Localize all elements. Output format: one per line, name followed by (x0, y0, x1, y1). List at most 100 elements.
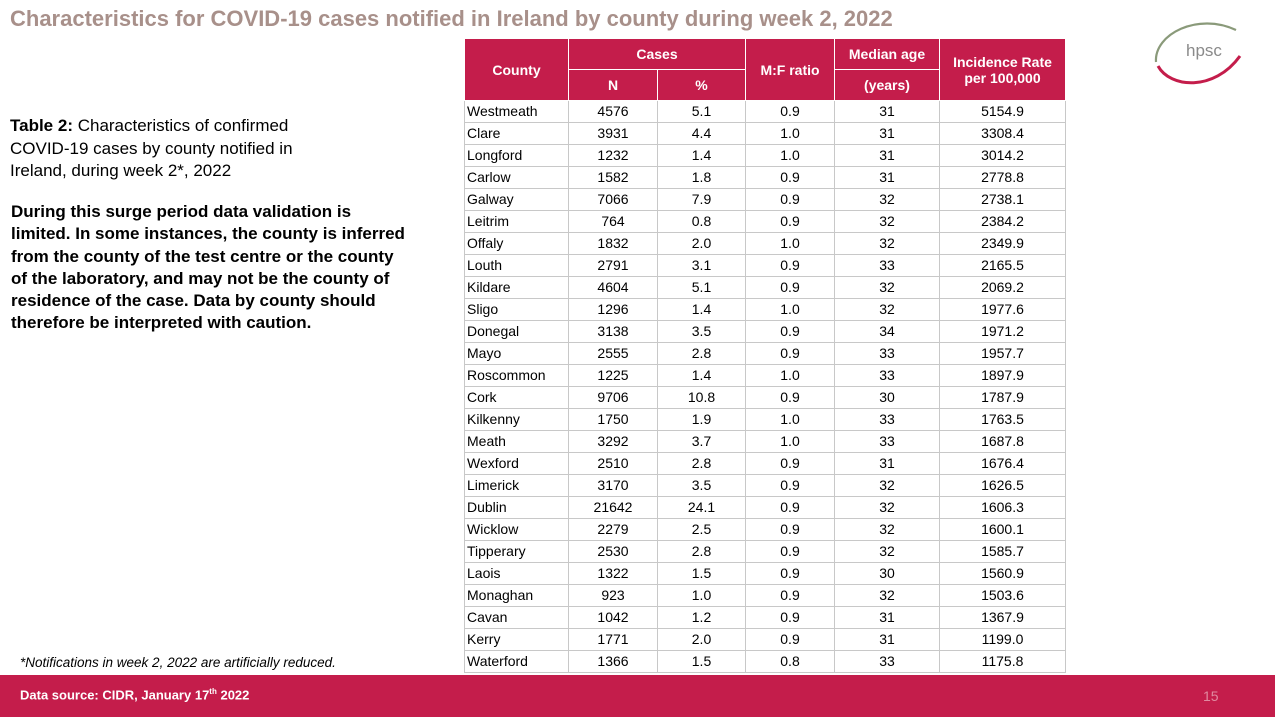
cell-median-age: 31 (834, 166, 940, 189)
cell-cases-n: 1582 (568, 166, 658, 189)
cell-median-age: 31 (834, 144, 940, 167)
cell-county: Donegal (464, 320, 569, 343)
table-caption: Table 2: Characteristics of confirmed CO… (10, 115, 340, 183)
cell-mf-ratio: 1.0 (745, 430, 835, 453)
header-pct: % (657, 69, 746, 101)
cell-median-age: 31 (834, 628, 940, 651)
header-n: N (568, 69, 658, 101)
cell-median-age: 31 (834, 606, 940, 629)
cell-mf-ratio: 0.9 (745, 210, 835, 233)
data-source-year: 2022 (216, 687, 250, 703)
cell-county: Carlow (464, 166, 569, 189)
cell-incidence-rate: 3308.4 (939, 122, 1066, 145)
table-row: Westmeath 4576 5.1 0.9 31 5154.9 (464, 100, 1066, 123)
cell-county: Laois (464, 562, 569, 585)
table-row: Mayo 2555 2.8 0.9 33 1957.7 (464, 342, 1066, 365)
cell-cases-pct: 7.9 (657, 188, 746, 211)
cell-cases-n: 21642 (568, 496, 658, 519)
cell-cases-n: 3138 (568, 320, 658, 343)
cell-median-age: 33 (834, 342, 940, 365)
cell-mf-ratio: 1.0 (745, 144, 835, 167)
cell-county: Clare (464, 122, 569, 145)
cell-cases-pct: 3.1 (657, 254, 746, 277)
cell-mf-ratio: 1.0 (745, 232, 835, 255)
cell-cases-n: 923 (568, 584, 658, 607)
cell-cases-pct: 2.8 (657, 342, 746, 365)
cell-cases-pct: 10.8 (657, 386, 746, 409)
cell-county: Monaghan (464, 584, 569, 607)
cell-county: Sligo (464, 298, 569, 321)
cell-cases-n: 4604 (568, 276, 658, 299)
cell-median-age: 30 (834, 386, 940, 409)
cell-cases-n: 1771 (568, 628, 658, 651)
cell-cases-n: 1832 (568, 232, 658, 255)
cell-county: Galway (464, 188, 569, 211)
cell-incidence-rate: 5154.9 (939, 100, 1066, 123)
cell-incidence-rate: 1503.6 (939, 584, 1066, 607)
cell-mf-ratio: 0.9 (745, 606, 835, 629)
cell-mf-ratio: 0.9 (745, 496, 835, 519)
table-row: Laois 1322 1.5 0.9 30 1560.9 (464, 562, 1066, 585)
cell-county: Leitrim (464, 210, 569, 233)
cell-cases-n: 2791 (568, 254, 658, 277)
cell-mf-ratio: 1.0 (745, 298, 835, 321)
cell-median-age: 33 (834, 408, 940, 431)
cell-mf-ratio: 0.9 (745, 584, 835, 607)
cell-cases-pct: 2.0 (657, 232, 746, 255)
cell-cases-n: 2279 (568, 518, 658, 541)
table-row: Limerick 3170 3.5 0.9 32 1626.5 (464, 474, 1066, 497)
table-row: Cork 9706 10.8 0.9 30 1787.9 (464, 386, 1066, 409)
cell-cases-pct: 1.4 (657, 144, 746, 167)
caption-text: Characteristics of confirmed COVID-19 ca… (10, 116, 293, 180)
cell-county: Offaly (464, 232, 569, 255)
cell-cases-n: 1225 (568, 364, 658, 387)
cell-mf-ratio: 0.9 (745, 540, 835, 563)
cell-county: Waterford (464, 650, 569, 673)
cell-median-age: 32 (834, 210, 940, 233)
table-row: Wexford 2510 2.8 0.9 31 1676.4 (464, 452, 1066, 475)
cell-county: Wexford (464, 452, 569, 475)
cell-county: Limerick (464, 474, 569, 497)
cell-county: Cavan (464, 606, 569, 629)
cell-incidence-rate: 1971.2 (939, 320, 1066, 343)
cell-cases-n: 7066 (568, 188, 658, 211)
cell-cases-pct: 1.5 (657, 562, 746, 585)
cell-mf-ratio: 0.9 (745, 562, 835, 585)
data-source-text: Data source: CIDR, January 17 (20, 687, 210, 703)
cell-mf-ratio: 0.9 (745, 628, 835, 651)
cell-mf-ratio: 0.9 (745, 254, 835, 277)
cell-cases-pct: 0.8 (657, 210, 746, 233)
table-row: Kildare 4604 5.1 0.9 32 2069.2 (464, 276, 1066, 299)
cell-cases-pct: 3.5 (657, 474, 746, 497)
cell-cases-pct: 5.1 (657, 276, 746, 299)
cell-county: Dublin (464, 496, 569, 519)
table-row: Galway 7066 7.9 0.9 32 2738.1 (464, 188, 1066, 211)
cell-median-age: 33 (834, 650, 940, 673)
cell-incidence-rate: 1977.6 (939, 298, 1066, 321)
cell-cases-n: 3931 (568, 122, 658, 145)
table-row: Clare 3931 4.4 1.0 31 3308.4 (464, 122, 1066, 145)
cell-cases-pct: 3.7 (657, 430, 746, 453)
cell-cases-n: 9706 (568, 386, 658, 409)
cell-median-age: 32 (834, 518, 940, 541)
table-row: Longford 1232 1.4 1.0 31 3014.2 (464, 144, 1066, 167)
cell-median-age: 33 (834, 364, 940, 387)
header-cases: Cases (568, 38, 746, 70)
table-row: Kilkenny 1750 1.9 1.0 33 1763.5 (464, 408, 1066, 431)
cell-county: Westmeath (464, 100, 569, 123)
table-row: Waterford 1366 1.5 0.8 33 1175.8 (464, 650, 1066, 673)
cell-median-age: 30 (834, 562, 940, 585)
caption-label: Table 2: (10, 116, 73, 135)
cell-cases-n: 764 (568, 210, 658, 233)
cell-county: Cork (464, 386, 569, 409)
cell-mf-ratio: 0.9 (745, 474, 835, 497)
data-source-sup: th (209, 687, 217, 696)
cell-mf-ratio: 0.8 (745, 650, 835, 673)
table-row: Carlow 1582 1.8 0.9 31 2778.8 (464, 166, 1066, 189)
cell-county: Mayo (464, 342, 569, 365)
cell-incidence-rate: 3014.2 (939, 144, 1066, 167)
cell-cases-n: 2555 (568, 342, 658, 365)
cell-median-age: 32 (834, 496, 940, 519)
cell-incidence-rate: 1606.3 (939, 496, 1066, 519)
cell-cases-n: 1366 (568, 650, 658, 673)
